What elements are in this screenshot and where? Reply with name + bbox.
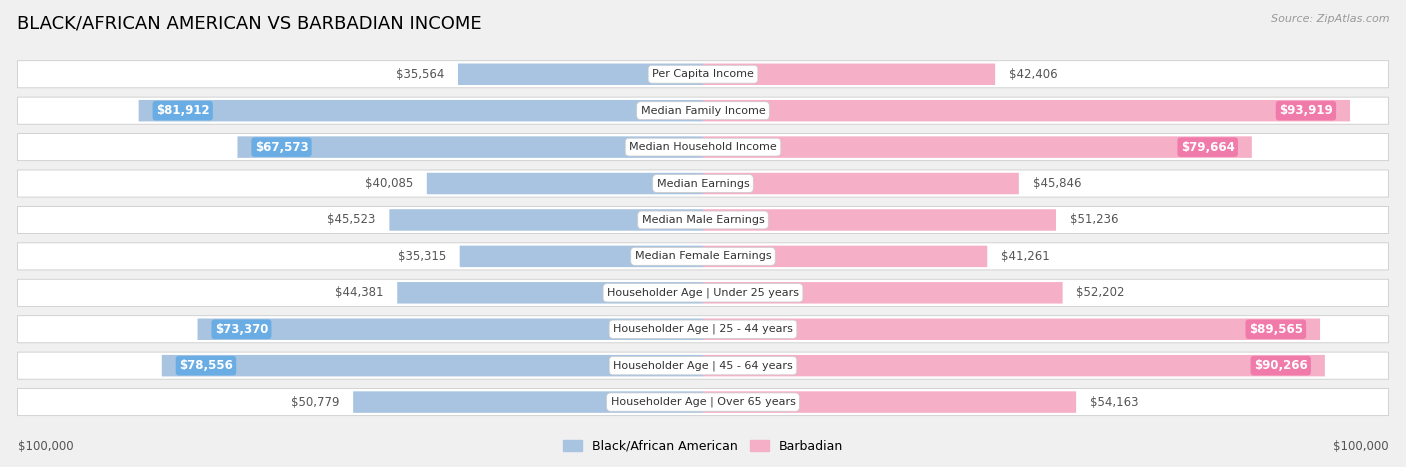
- Text: Per Capita Income: Per Capita Income: [652, 69, 754, 79]
- Text: $40,085: $40,085: [364, 177, 413, 190]
- Text: $100,000: $100,000: [1333, 440, 1389, 453]
- FancyBboxPatch shape: [703, 64, 995, 85]
- Text: Source: ZipAtlas.com: Source: ZipAtlas.com: [1271, 14, 1389, 24]
- FancyBboxPatch shape: [703, 318, 1320, 340]
- FancyBboxPatch shape: [17, 279, 1389, 306]
- Legend: Black/African American, Barbadian: Black/African American, Barbadian: [558, 435, 848, 458]
- Text: $81,912: $81,912: [156, 104, 209, 117]
- Text: $100,000: $100,000: [17, 440, 73, 453]
- Text: $41,261: $41,261: [1001, 250, 1050, 263]
- Text: $73,370: $73,370: [215, 323, 269, 336]
- FancyBboxPatch shape: [703, 136, 1251, 158]
- Text: $54,163: $54,163: [1090, 396, 1139, 409]
- Text: $51,236: $51,236: [1070, 213, 1118, 226]
- FancyBboxPatch shape: [353, 391, 703, 413]
- Text: $90,266: $90,266: [1254, 359, 1308, 372]
- FancyBboxPatch shape: [197, 318, 703, 340]
- FancyBboxPatch shape: [703, 173, 1019, 194]
- FancyBboxPatch shape: [703, 246, 987, 267]
- Text: Median Family Income: Median Family Income: [641, 106, 765, 116]
- Text: $44,381: $44,381: [335, 286, 384, 299]
- FancyBboxPatch shape: [460, 246, 703, 267]
- Text: Median Female Earnings: Median Female Earnings: [634, 251, 772, 262]
- FancyBboxPatch shape: [398, 282, 703, 304]
- FancyBboxPatch shape: [17, 206, 1389, 234]
- Text: $89,565: $89,565: [1249, 323, 1303, 336]
- FancyBboxPatch shape: [703, 282, 1063, 304]
- Text: Median Earnings: Median Earnings: [657, 178, 749, 189]
- FancyBboxPatch shape: [458, 64, 703, 85]
- FancyBboxPatch shape: [703, 355, 1324, 376]
- Text: $42,406: $42,406: [1010, 68, 1057, 81]
- Text: $67,573: $67,573: [254, 141, 308, 154]
- Text: Householder Age | Under 25 years: Householder Age | Under 25 years: [607, 288, 799, 298]
- Text: $78,556: $78,556: [179, 359, 233, 372]
- Text: $79,664: $79,664: [1181, 141, 1234, 154]
- Text: Householder Age | 45 - 64 years: Householder Age | 45 - 64 years: [613, 361, 793, 371]
- FancyBboxPatch shape: [703, 391, 1076, 413]
- FancyBboxPatch shape: [17, 61, 1389, 88]
- Text: $50,779: $50,779: [291, 396, 339, 409]
- Text: $45,846: $45,846: [1032, 177, 1081, 190]
- FancyBboxPatch shape: [703, 209, 1056, 231]
- Text: Householder Age | Over 65 years: Householder Age | Over 65 years: [610, 397, 796, 407]
- Text: $93,919: $93,919: [1279, 104, 1333, 117]
- Text: $52,202: $52,202: [1077, 286, 1125, 299]
- Text: Median Male Earnings: Median Male Earnings: [641, 215, 765, 225]
- FancyBboxPatch shape: [238, 136, 703, 158]
- FancyBboxPatch shape: [389, 209, 703, 231]
- Text: $35,564: $35,564: [396, 68, 444, 81]
- Text: Median Household Income: Median Household Income: [628, 142, 778, 152]
- FancyBboxPatch shape: [139, 100, 703, 121]
- Text: BLACK/AFRICAN AMERICAN VS BARBADIAN INCOME: BLACK/AFRICAN AMERICAN VS BARBADIAN INCO…: [17, 14, 481, 32]
- Text: $35,315: $35,315: [398, 250, 446, 263]
- Text: $45,523: $45,523: [328, 213, 375, 226]
- FancyBboxPatch shape: [703, 100, 1350, 121]
- FancyBboxPatch shape: [17, 352, 1389, 379]
- Text: Householder Age | 25 - 44 years: Householder Age | 25 - 44 years: [613, 324, 793, 334]
- FancyBboxPatch shape: [162, 355, 703, 376]
- FancyBboxPatch shape: [17, 316, 1389, 343]
- FancyBboxPatch shape: [17, 170, 1389, 197]
- FancyBboxPatch shape: [427, 173, 703, 194]
- FancyBboxPatch shape: [17, 389, 1389, 416]
- FancyBboxPatch shape: [17, 243, 1389, 270]
- FancyBboxPatch shape: [17, 97, 1389, 124]
- FancyBboxPatch shape: [17, 134, 1389, 161]
